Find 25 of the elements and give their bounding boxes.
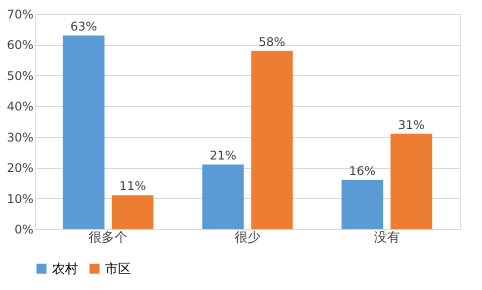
- x-tick-label: 很多个: [88, 230, 128, 246]
- data-label: 31%: [398, 118, 425, 132]
- bar: [112, 195, 154, 229]
- y-tick-label: 70%: [6, 8, 34, 22]
- x-tick-label: 没有: [374, 230, 400, 246]
- bar: [251, 50, 293, 229]
- data-label: 21%: [210, 148, 236, 162]
- data-label: 58%: [258, 34, 286, 49]
- y-tick-label: 60%: [6, 38, 34, 52]
- y-tick-label: 50%: [6, 68, 34, 83]
- y-tick-label: 0%: [14, 222, 34, 236]
- bar: [62, 36, 104, 229]
- legend-label: 市区: [105, 262, 131, 277]
- data-label: 16%: [349, 164, 376, 178]
- bar: [202, 164, 244, 229]
- x-tick-label: 很少: [234, 230, 260, 246]
- bar: [342, 180, 384, 229]
- y-tick-label: 20%: [6, 161, 34, 176]
- y-tick-label: 40%: [6, 100, 34, 114]
- data-label: 63%: [70, 20, 98, 34]
- legend-label: 农村: [52, 262, 78, 277]
- y-tick-label: 30%: [6, 130, 34, 144]
- y-tick-label: 10%: [6, 192, 34, 206]
- bar: [390, 134, 432, 229]
- data-label: 11%: [119, 179, 146, 194]
